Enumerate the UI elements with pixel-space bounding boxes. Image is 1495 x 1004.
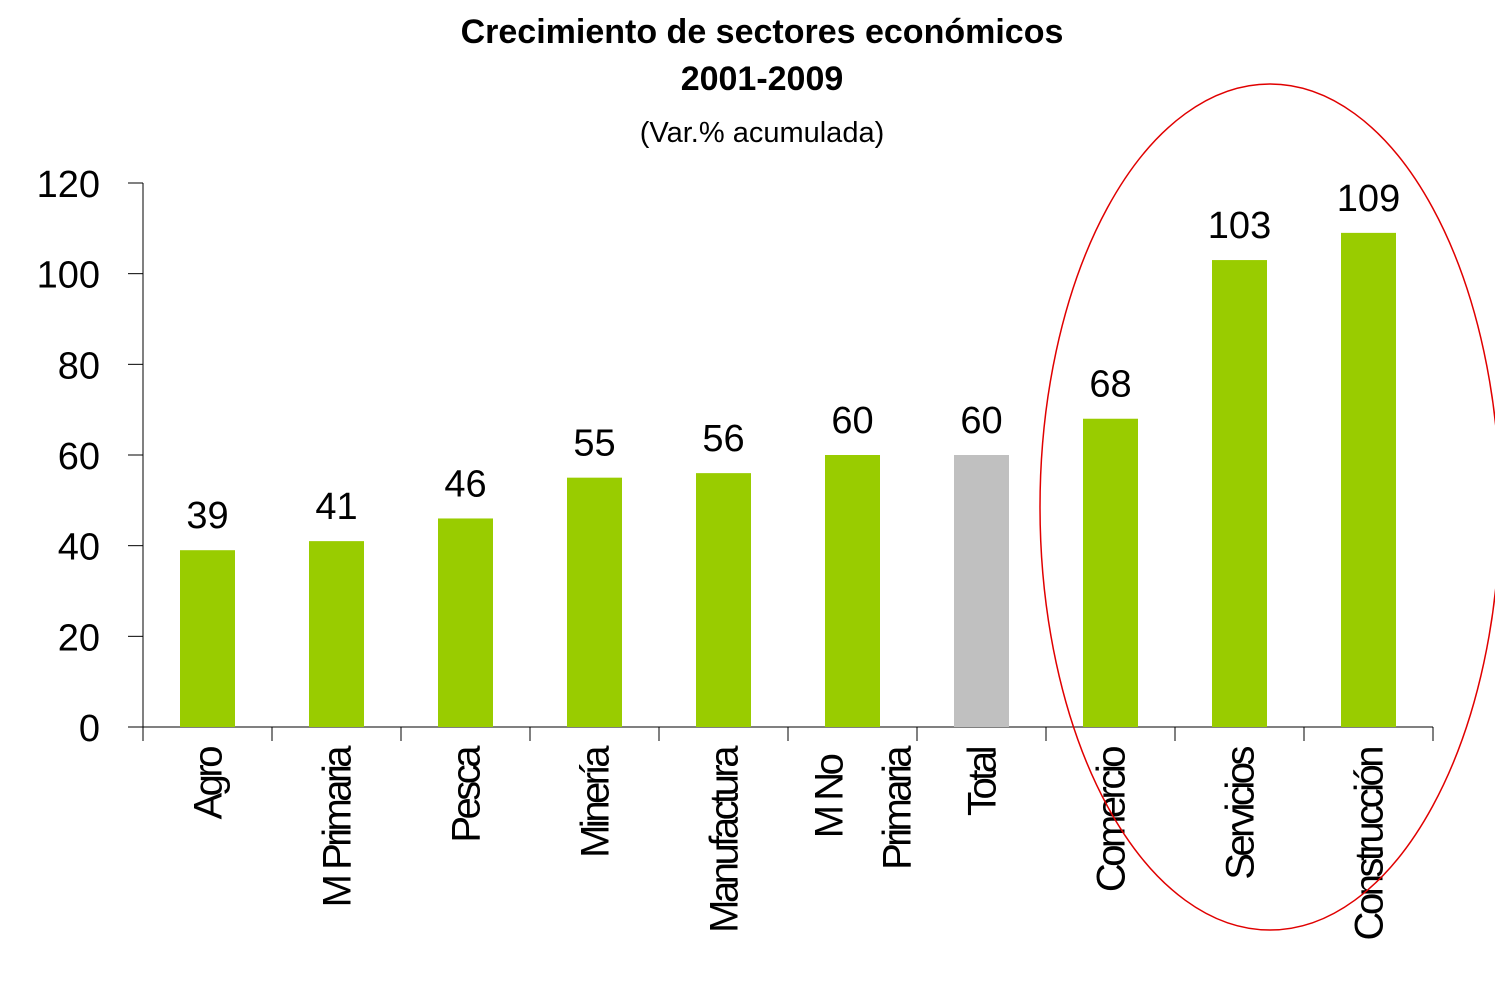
value-label: 60 <box>960 400 1002 442</box>
value-label: 60 <box>831 400 873 442</box>
x-tick-label: Comercio <box>1090 747 1134 892</box>
bar <box>1341 232 1396 727</box>
value-label: 41 <box>315 486 357 528</box>
bar <box>696 473 751 727</box>
chart-title: 2001-2009 <box>681 60 844 98</box>
y-tick-label: 20 <box>58 617 100 659</box>
value-label: 55 <box>573 423 615 465</box>
bar <box>1212 260 1267 727</box>
x-tick-label: Minería <box>574 745 618 858</box>
chart-subtitle: (Var.% acumulada) <box>640 117 884 149</box>
value-label: 68 <box>1089 364 1131 406</box>
value-label: 56 <box>702 418 744 460</box>
bar <box>567 477 622 727</box>
y-tick-label: 120 <box>37 164 100 206</box>
y-tick-label: 40 <box>58 527 100 569</box>
y-tick-label: 0 <box>79 708 100 750</box>
y-tick-label: 80 <box>58 345 100 387</box>
x-tick-label: M No Primaria <box>808 745 920 870</box>
bar <box>309 541 364 727</box>
bar <box>438 518 493 727</box>
x-tick-label: M Primaria <box>316 745 360 908</box>
value-label: 46 <box>444 463 486 505</box>
x-tick-label: Manufactura <box>703 745 747 933</box>
value-label: 39 <box>186 495 228 537</box>
x-tick-label: Construcción <box>1348 748 1392 941</box>
x-tick-label: Pesca <box>445 745 489 843</box>
bar <box>1083 418 1138 727</box>
x-tick-label: Total <box>961 747 1005 816</box>
highlight-ellipse <box>1039 83 1495 931</box>
value-label: 103 <box>1208 205 1271 247</box>
y-tick-label: 60 <box>58 436 100 478</box>
y-tick-label: 100 <box>37 255 100 297</box>
chart-title: Crecimiento de sectores económicos <box>461 13 1064 51</box>
bar <box>180 550 235 727</box>
x-tick-label: Agro <box>187 747 231 820</box>
value-label: 109 <box>1337 178 1400 220</box>
x-tick-label: Servicios <box>1219 747 1263 880</box>
bar <box>825 455 880 727</box>
bar <box>954 455 1009 727</box>
